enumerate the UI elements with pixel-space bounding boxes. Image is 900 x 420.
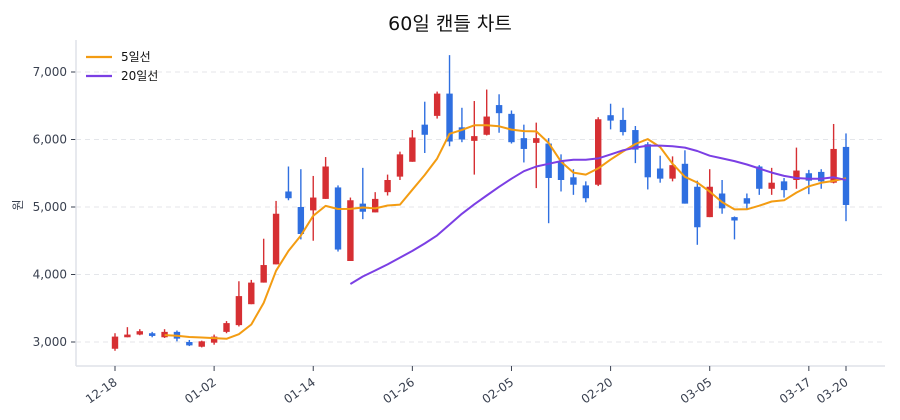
candle — [694, 180, 701, 245]
candle — [545, 138, 552, 224]
chart-title: 60일 캔들 차트 — [388, 13, 512, 35]
ma5-line — [164, 124, 847, 340]
candle — [706, 169, 713, 218]
candle — [669, 156, 676, 182]
candle — [458, 107, 466, 143]
x-tick-label: 01-14 — [281, 375, 318, 406]
y-axis-label: 원 — [11, 199, 25, 210]
x-tick-label: 03-17 — [777, 375, 814, 406]
candle — [619, 107, 627, 136]
candle — [359, 167, 366, 220]
candle — [310, 175, 317, 241]
candle — [384, 174, 391, 196]
x-tick-label: 03-05 — [678, 375, 715, 406]
candle — [718, 180, 726, 214]
candle — [483, 89, 490, 136]
candle — [508, 110, 515, 144]
candle — [607, 103, 614, 130]
candle — [396, 151, 404, 180]
candle — [446, 55, 453, 147]
candle — [248, 279, 255, 305]
candle — [793, 147, 800, 189]
x-tick-label: 12-18 — [83, 375, 120, 406]
candle — [433, 91, 441, 119]
candle — [223, 321, 230, 334]
candle — [421, 101, 428, 153]
candle — [595, 117, 602, 187]
candle — [285, 166, 292, 201]
candle — [235, 281, 243, 327]
candle — [731, 216, 738, 240]
candle — [210, 334, 218, 345]
candle — [260, 238, 267, 283]
moving-average-lines — [164, 124, 847, 340]
x-tick-label: 02-05 — [480, 375, 517, 406]
candle — [136, 329, 143, 336]
candle — [756, 165, 763, 195]
x-tick-label: 01-26 — [380, 375, 417, 406]
candle — [161, 329, 168, 338]
candles — [111, 55, 850, 351]
legend-label: 5일선 — [121, 50, 151, 64]
candle — [409, 130, 416, 162]
candle — [347, 197, 354, 261]
candle — [186, 339, 193, 347]
candle — [297, 169, 305, 240]
candle — [830, 123, 837, 184]
candle — [124, 327, 131, 338]
y-tick-label: 5,000 — [33, 200, 67, 214]
candle — [780, 177, 788, 198]
x-tick-label: 01-02 — [182, 375, 219, 406]
y-tick-label: 3,000 — [33, 335, 67, 349]
y-tick-label: 4,000 — [33, 268, 67, 282]
y-tick-label: 6,000 — [33, 133, 67, 147]
candle — [805, 169, 813, 195]
candle — [334, 185, 342, 252]
ma20-line — [349, 144, 847, 285]
candle — [198, 340, 205, 348]
candle — [111, 333, 119, 351]
candle — [656, 155, 664, 183]
candle — [743, 193, 751, 210]
candle — [471, 101, 478, 175]
grid-lines — [76, 71, 885, 343]
candle — [842, 133, 850, 222]
x-tick-label: 02-20 — [579, 375, 616, 406]
y-tick-label: 7,000 — [33, 65, 67, 79]
legend-label: 20일선 — [121, 69, 158, 83]
legend: 5일선 20일선 — [86, 50, 158, 83]
candle — [322, 157, 329, 199]
x-tick-label: 03-20 — [814, 375, 851, 406]
candle — [582, 181, 590, 203]
candle — [148, 331, 156, 338]
candle — [272, 200, 280, 265]
candle — [644, 142, 651, 190]
candle — [533, 122, 540, 189]
